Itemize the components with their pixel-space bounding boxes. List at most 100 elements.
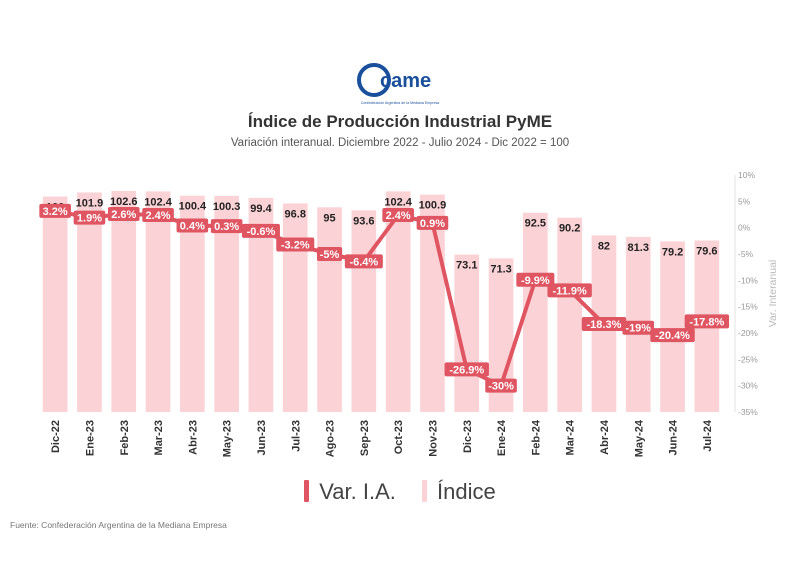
y2-tick-label-3: -5% (738, 249, 754, 259)
point-var-ia-17 (622, 320, 655, 335)
point-label-var-ia-17: -19% (625, 323, 651, 335)
bar-label-indice-4: 100.4 (179, 201, 207, 213)
point-label-var-ia-8: -5% (320, 249, 340, 261)
x-tick-label-14: Feb-24 (530, 419, 542, 455)
bar-indice-14 (523, 212, 548, 412)
x-tick-label-12: Dic-23 (462, 420, 474, 453)
logo-tagline: Confederación Argentina de la Mediana Em… (361, 101, 440, 105)
x-tick-label-16: Abr-24 (599, 419, 611, 455)
bar-label-indice-2: 102.6 (110, 196, 138, 208)
y2-axis-title: Var. Interanual (767, 260, 779, 328)
x-tick-label-5: May-23 (222, 420, 234, 457)
point-var-ia-11 (416, 215, 449, 230)
point-var-ia-0 (39, 203, 71, 218)
point-label-var-ia-19: -17.8% (689, 316, 724, 328)
point-var-ia-10 (382, 208, 414, 223)
logo-wordmark: came (380, 70, 431, 92)
point-var-ia-19 (684, 314, 730, 329)
point-var-ia-2 (107, 206, 140, 221)
x-tick-label-8: Ago-23 (325, 420, 337, 457)
bar-label-indice-5: 100.3 (213, 201, 241, 213)
bar-label-indice-9: 93.6 (353, 215, 374, 227)
legend-item-var-ia[interactable]: Var. I.A. (304, 479, 396, 505)
y2-tick-label-7: -25% (738, 354, 758, 364)
x-tick-label-10: Oct-23 (393, 420, 405, 454)
legend-item-indice[interactable]: Índice (422, 479, 496, 505)
legend: Var. I.A. Índice (0, 478, 800, 505)
x-tick-label-17: May-24 (633, 419, 645, 457)
y2-tick-label-5: -15% (738, 302, 758, 312)
bar-label-indice-16: 82 (598, 240, 610, 252)
point-label-var-ia-1: 1.9% (77, 213, 102, 225)
y2-tick-label-0: 10% (738, 170, 755, 180)
point-var-ia-9 (344, 254, 383, 269)
bar-label-indice-17: 81.3 (628, 242, 649, 254)
y2-tick-label-2: 0% (738, 223, 751, 233)
point-var-ia-16 (581, 317, 627, 332)
bar-indice-18 (660, 241, 685, 412)
point-label-var-ia-15: -11.9% (553, 285, 587, 297)
x-tick-label-13: Ene-24 (496, 419, 508, 456)
point-var-ia-12 (444, 362, 489, 377)
x-tick-label-0: Dic-22 (50, 420, 62, 453)
point-label-var-ia-6: -0.6% (247, 226, 276, 238)
legend-label-indice: Índice (437, 479, 496, 505)
y2-tick-label-9: -35% (738, 407, 758, 417)
bar-label-indice-1: 101.9 (76, 197, 104, 209)
x-tick-label-3: Mar-23 (153, 420, 165, 455)
bar-label-indice-8: 95 (323, 212, 335, 224)
point-label-var-ia-5: 0.3% (214, 221, 239, 233)
point-label-var-ia-13: -30% (488, 381, 514, 393)
x-tick-label-7: Jul-23 (290, 420, 302, 452)
bar-indice-15 (557, 217, 582, 412)
y2-tick-label-1: 5% (738, 196, 751, 206)
bar-label-indice-15: 90.2 (559, 223, 580, 235)
bar-label-indice-3: 102.4 (144, 196, 172, 208)
came-logo: came Confederación Argentina de la Media… (357, 63, 440, 105)
x-tick-label-4: Abr-23 (187, 420, 199, 455)
point-label-var-ia-0: 3.2% (43, 206, 68, 218)
point-label-var-ia-3: 2.4% (146, 210, 171, 222)
bar-label-indice-12: 73.1 (456, 260, 477, 272)
legend-swatch-var-ia (304, 480, 310, 503)
y2-tick-label-4: -10% (738, 275, 758, 285)
point-label-var-ia-9: -6.4% (349, 256, 378, 268)
bar-label-indice-13: 71.3 (490, 263, 511, 275)
point-label-var-ia-14: -9.9% (521, 275, 550, 287)
chart-subtitle: Variación interanual. Diciembre 2022 - J… (230, 137, 570, 149)
bar-indice-9 (351, 210, 377, 412)
point-var-ia-15 (547, 283, 592, 298)
point-var-ia-8 (316, 247, 343, 261)
bar-label-indice-14: 92.5 (525, 218, 546, 230)
point-var-ia-5 (210, 219, 243, 234)
x-tick-label-18: Jun-24 (668, 419, 680, 455)
bar-label-indice-10: 102.4 (384, 196, 412, 208)
point-var-ia-3 (142, 208, 174, 223)
y2-tick-label-8: -30% (738, 381, 758, 391)
legend-swatch-indice (422, 480, 428, 503)
point-label-var-ia-4: 0.4% (180, 221, 205, 233)
point-label-var-ia-11: 0.9% (420, 218, 445, 230)
bar-label-indice-6: 99.4 (250, 203, 272, 215)
point-var-ia-13 (485, 378, 517, 393)
x-tick-label-2: Feb-23 (119, 420, 131, 455)
bar-label-indice-18: 79.2 (662, 246, 683, 258)
x-tick-label-19: Jul-24 (702, 419, 714, 452)
bar-label-indice-11: 100.9 (419, 200, 447, 212)
point-label-var-ia-18: -20.4% (655, 330, 690, 342)
bar-label-indice-19: 79.6 (696, 245, 717, 257)
chart-title: Índice de Producción Industrial PyME (247, 112, 553, 131)
point-var-ia-1 (73, 210, 106, 225)
bar-indice-7 (282, 203, 308, 412)
point-label-var-ia-16: -18.3% (587, 319, 622, 331)
point-label-var-ia-10: 2.4% (386, 210, 411, 222)
x-tick-label-15: Mar-24 (565, 419, 577, 455)
point-var-ia-7 (276, 237, 315, 252)
bar-indice-1 (77, 192, 102, 412)
x-tick-label-11: Nov-23 (427, 420, 439, 457)
bar-indice-8 (317, 207, 342, 412)
x-tick-label-6: Jun-23 (256, 420, 268, 455)
point-var-ia-4 (176, 218, 209, 233)
point-var-ia-14 (516, 272, 555, 287)
bar-indice-3 (145, 191, 171, 412)
